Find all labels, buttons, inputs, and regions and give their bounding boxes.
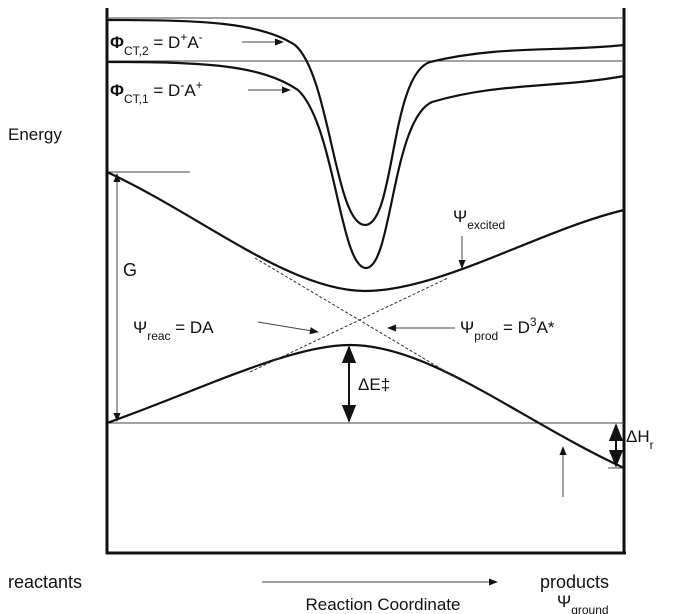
label: products	[540, 572, 609, 592]
label-part: G	[123, 260, 137, 280]
label-part: +	[180, 30, 187, 44]
label: ΦCT,1 = D-A+	[110, 78, 203, 106]
label-part: -	[199, 30, 203, 44]
label-part: Ψ	[460, 318, 474, 337]
label-part: A	[184, 81, 196, 100]
label: Reaction Coordinate	[306, 595, 461, 614]
label-part: CT,2	[124, 44, 149, 58]
label-part: products	[540, 572, 609, 592]
label-part: = D	[149, 33, 181, 52]
label-part: ΔE‡	[358, 375, 390, 394]
label-part: CT,1	[124, 92, 149, 106]
label-part: Ψ	[133, 318, 147, 337]
label: Ψexcited	[453, 207, 505, 232]
label-part: ground	[571, 603, 608, 614]
label-part: -	[180, 78, 184, 92]
label-part: = DA	[171, 318, 215, 337]
label-part: ΔH	[626, 427, 650, 446]
label: Ψprod = D3A*	[460, 315, 555, 343]
label: Ψreac = DA	[133, 318, 214, 343]
label: reactants	[8, 572, 82, 592]
label-part: Reaction Coordinate	[306, 595, 461, 614]
label-part: Φ	[110, 81, 124, 100]
label-part: Ψ	[557, 592, 571, 611]
label-part: reactants	[8, 572, 82, 592]
label: Ψground	[557, 592, 609, 614]
label-part: Energy	[8, 125, 62, 144]
label-part: reac	[147, 329, 170, 343]
label-part: A	[187, 33, 199, 52]
arrows	[113, 38, 624, 586]
label: ΔE‡	[358, 375, 390, 394]
curves	[106, 18, 625, 469]
label-part: +	[196, 78, 203, 92]
frame	[105, 8, 626, 555]
label: ΦCT,2 = D+A-	[110, 30, 203, 58]
label-part: prod	[474, 329, 498, 343]
label-part: Φ	[110, 33, 124, 52]
label: Energy	[8, 125, 62, 144]
label-part: excited	[467, 218, 505, 232]
label: ΔHr	[626, 427, 654, 452]
label-part: r	[650, 438, 654, 452]
label-part: A*	[537, 318, 555, 337]
label-part: Ψ	[453, 207, 467, 226]
label-part: = D	[498, 318, 530, 337]
label: G	[123, 260, 137, 280]
label-part: 3	[530, 315, 537, 329]
label-part: = D	[149, 81, 181, 100]
